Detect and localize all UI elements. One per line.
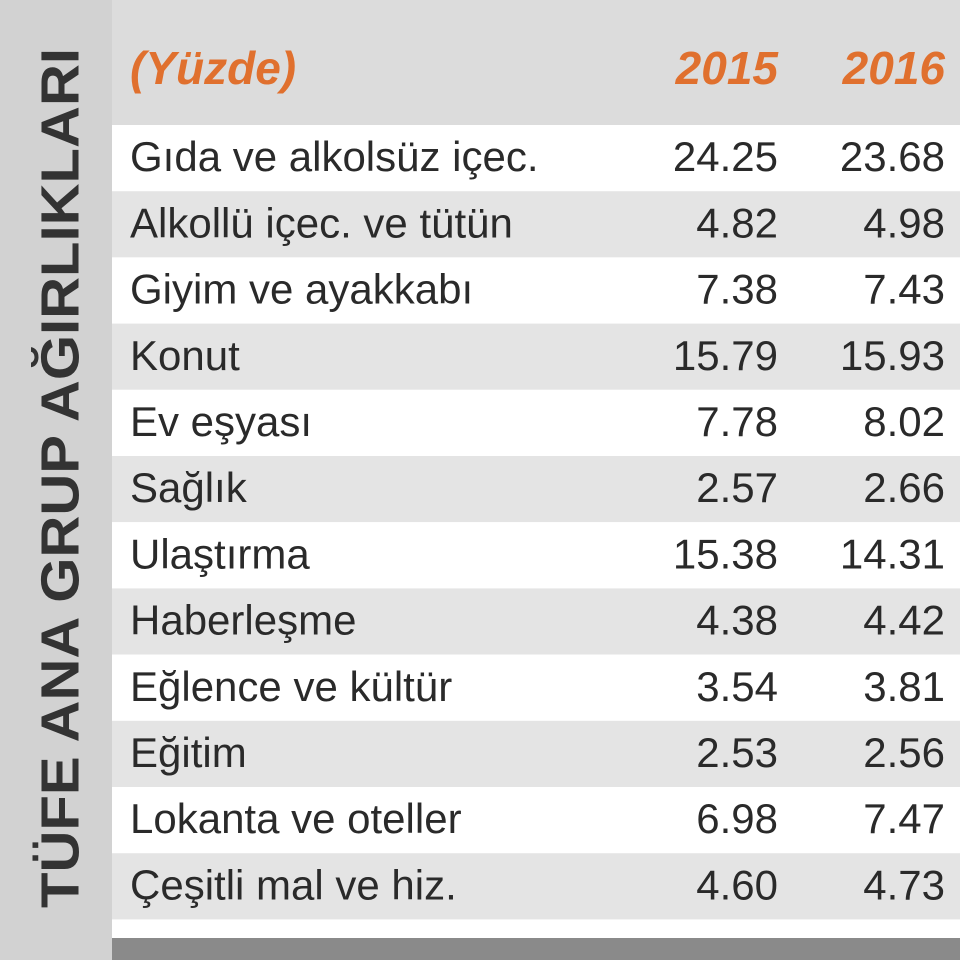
row-background: [112, 654, 960, 721]
value-cell: 7.78: [696, 398, 778, 445]
row-background: [112, 323, 960, 390]
value-cell: 7.43: [863, 266, 945, 313]
label-cell: Alkollü içec. ve tütün: [130, 199, 513, 246]
label-cell: Ulaştırma: [130, 530, 310, 577]
value-cell: 8.02: [863, 398, 945, 445]
row-background: [112, 588, 960, 655]
label-cell: Haberleşme: [130, 597, 356, 644]
value-cell: 15.38: [673, 530, 778, 577]
value-cell: 4.60: [696, 861, 778, 908]
label-cell: Eğitim: [130, 729, 247, 776]
value-cell: 2.53: [696, 729, 778, 776]
value-cell: 4.73: [863, 861, 945, 908]
row-background: [112, 522, 960, 589]
value-cell: 3.54: [696, 663, 778, 710]
value-cell: 7.47: [863, 795, 945, 842]
vertical-title: TÜFE ANA GRUP AĞIRLIKLARI: [30, 48, 90, 908]
row-background: [112, 125, 960, 192]
value-cell: 15.93: [840, 332, 945, 379]
label-cell: Konut: [130, 332, 240, 379]
row-background: [112, 787, 960, 854]
table: (Yüzde) 2015 2016 Gıda ve alkolsüz içec. 24.…: [112, 42, 960, 920]
value-cell: 4.82: [696, 199, 778, 246]
side-band: [0, 0, 112, 960]
row-background: [112, 389, 960, 456]
row-background: [112, 191, 960, 258]
value-cell: 3.81: [863, 663, 945, 710]
value-cell: 2.66: [863, 464, 945, 511]
row-background: [112, 853, 960, 920]
value-cell: 14.31: [840, 530, 945, 577]
header-band: [112, 0, 960, 125]
label-cell: Sağlık: [130, 464, 248, 511]
header-cell: (Yüzde): [130, 42, 296, 94]
label-cell: Eğlence ve kültür: [130, 663, 452, 710]
header-cell: 2016: [842, 42, 946, 94]
value-cell: 15.79: [673, 332, 778, 379]
value-cell: 2.56: [863, 729, 945, 776]
bottom-band: [112, 938, 960, 960]
value-cell: 4.42: [863, 597, 945, 644]
label-cell: Ev eşyası: [130, 398, 312, 445]
label-cell: Lokanta ve oteller: [130, 795, 462, 842]
header-cell: 2015: [675, 42, 780, 94]
row-background: [112, 257, 960, 324]
value-cell: 4.98: [863, 199, 945, 246]
value-cell: 23.68: [840, 133, 945, 180]
row-background: [112, 720, 960, 787]
label-cell: Çeşitli mal ve hiz.: [130, 861, 457, 908]
value-cell: 4.38: [696, 597, 778, 644]
label-cell: Gıda ve alkolsüz içec.: [130, 133, 539, 180]
row-background: [112, 456, 960, 523]
value-cell: 7.38: [696, 266, 778, 313]
value-cell: 2.57: [696, 464, 778, 511]
value-cell: 24.25: [673, 133, 778, 180]
value-cell: 6.98: [696, 795, 778, 842]
label-cell: Giyim ve ayakkabı: [130, 266, 473, 313]
